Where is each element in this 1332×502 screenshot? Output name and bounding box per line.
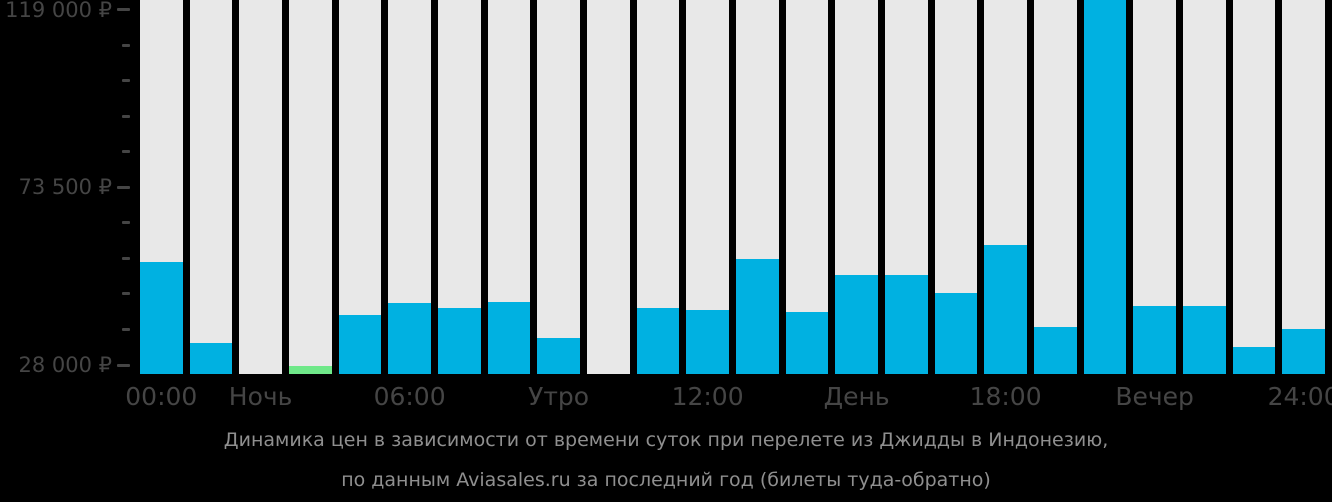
bar-fill-min-price-03:00[interactable] <box>289 365 332 374</box>
bar-track-18:00[interactable] <box>1034 0 1077 374</box>
bar-track-06:00[interactable] <box>438 0 481 374</box>
bar-track-15:00[interactable] <box>885 0 928 374</box>
bar-track-21:00[interactable] <box>1183 0 1226 374</box>
bar-track-08:00[interactable] <box>537 0 580 374</box>
bar-track-11:00[interactable] <box>686 0 729 374</box>
bar-fill-18:00[interactable] <box>1034 327 1077 374</box>
x-tick-label-День: День <box>823 382 890 411</box>
bar-track-02:00[interactable] <box>239 0 282 374</box>
bar-track-10:00[interactable] <box>636 0 680 374</box>
caption-line-1: Динамика цен в зависимости от времени су… <box>223 429 1109 451</box>
bar-fill-08:00[interactable] <box>537 338 580 374</box>
bar-fill-13:00[interactable] <box>785 312 829 374</box>
bar-track-17:00[interactable] <box>984 0 1027 374</box>
bar-track-09:00[interactable] <box>587 0 630 374</box>
y-major-tick <box>117 363 130 367</box>
bar-fill-16:00[interactable] <box>934 293 978 374</box>
bar-track-00:00[interactable] <box>140 0 183 374</box>
bar-track-12:00[interactable] <box>736 0 779 374</box>
bar-fill-01:00[interactable] <box>189 343 233 374</box>
bar-fill-11:00[interactable] <box>686 310 729 374</box>
bar-fill-21:00[interactable] <box>1183 306 1226 374</box>
y-tick-label: 119 000 ₽ <box>5 0 112 22</box>
x-tick-label-12:00: 12:00 <box>671 382 744 411</box>
x-tick-label-18:00: 18:00 <box>969 382 1042 411</box>
bar-fill-15:00[interactable] <box>885 274 928 374</box>
bar-fill-14:00[interactable] <box>835 274 878 374</box>
y-tick-label: 28 000 ₽ <box>18 353 112 377</box>
bar-track-04:00[interactable] <box>338 0 382 374</box>
y-minor-tick <box>122 327 130 331</box>
bar-track-13:00[interactable] <box>785 0 829 374</box>
y-minor-tick <box>122 150 130 154</box>
x-tick-label-Вечер: Вечер <box>1115 382 1194 411</box>
y-minor-tick <box>122 114 130 118</box>
bar-track-22:00[interactable] <box>1232 0 1276 374</box>
bar-track-03:00[interactable] <box>289 0 332 374</box>
bar-fill-10:00[interactable] <box>636 308 680 374</box>
y-major-tick <box>117 8 130 11</box>
bar-fill-12:00[interactable] <box>736 258 779 374</box>
x-tick-label-Ночь: Ночь <box>228 382 293 411</box>
y-major-tick <box>117 185 130 189</box>
x-tick-label-Утро: Утро <box>528 382 590 411</box>
bar-fill-05:00[interactable] <box>388 303 431 374</box>
x-tick-label-24:00: 24:00 <box>1267 382 1332 411</box>
bar-fill-04:00[interactable] <box>338 315 382 374</box>
bar-fill-17:00[interactable] <box>984 245 1027 374</box>
y-minor-tick <box>122 221 130 225</box>
bar-fill-23:00[interactable] <box>1282 329 1325 374</box>
bar-track-05:00[interactable] <box>388 0 431 374</box>
y-tick-label: 73 500 ₽ <box>18 175 112 200</box>
bar-track-14:00[interactable] <box>835 0 878 374</box>
bar-fill-07:00[interactable] <box>487 302 531 374</box>
bar-track-20:00[interactable] <box>1133 0 1176 374</box>
x-tick-label-06:00: 06:00 <box>373 382 446 411</box>
y-minor-tick <box>122 256 130 260</box>
bar-fill-19:00[interactable] <box>1083 0 1127 374</box>
bar-fill-06:00[interactable] <box>438 308 481 374</box>
bar-track-01:00[interactable] <box>189 0 233 374</box>
bar-fill-22:00[interactable] <box>1232 347 1276 374</box>
caption-line-2: по данным Aviasales.ru за последний год … <box>341 469 991 491</box>
bar-fill-20:00[interactable] <box>1133 306 1176 374</box>
y-minor-tick <box>122 43 130 47</box>
bar-fill-00:00[interactable] <box>140 262 183 374</box>
y-minor-tick <box>122 79 130 83</box>
bar-track-07:00[interactable] <box>487 0 531 374</box>
x-tick-label-00:00: 00:00 <box>125 382 198 411</box>
bar-track-16:00[interactable] <box>934 0 978 374</box>
bar-track-19:00[interactable] <box>1083 0 1127 374</box>
bar-track-23:00[interactable] <box>1282 0 1325 374</box>
y-minor-tick <box>122 292 130 296</box>
